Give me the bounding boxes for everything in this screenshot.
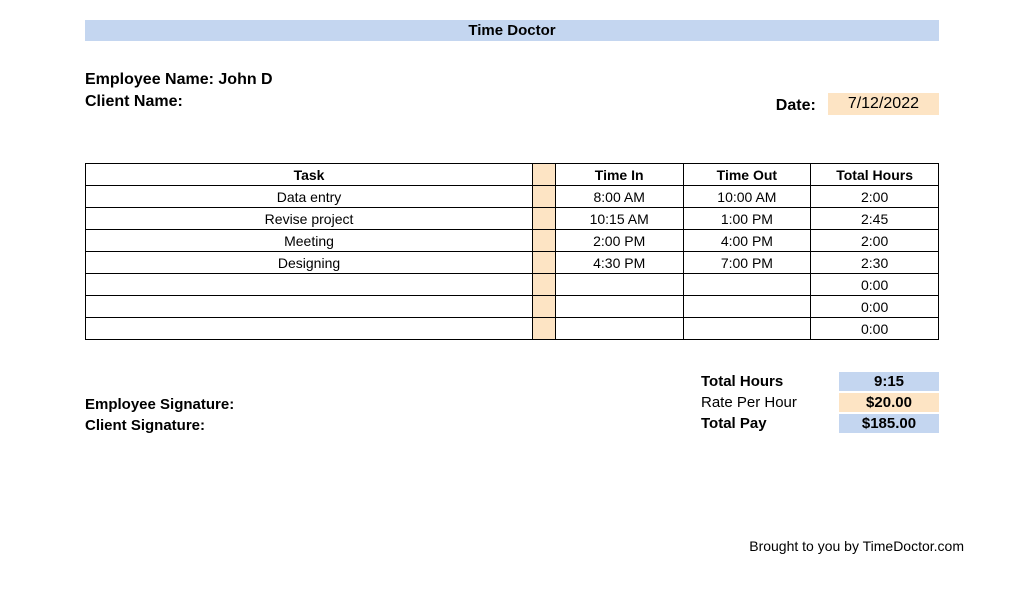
cell-time-out: [683, 296, 811, 318]
table-row: Designing 4:30 PM7:00 PM2:30: [86, 252, 939, 274]
employee-name-value: John D: [218, 71, 272, 88]
table-row: Data entry 8:00 AM10:00 AM2:00: [86, 186, 939, 208]
footer-credit: Brought to you by TimeDoctor.com: [749, 538, 964, 554]
table-row: 0:00: [86, 274, 939, 296]
cell-time-out: 4:00 PM: [683, 230, 811, 252]
footer-block: Employee Signature: Client Signature: To…: [85, 372, 939, 438]
employee-name-line: Employee Name: John D: [85, 71, 273, 89]
cell-total: 2:30: [811, 252, 939, 274]
col-separator: [533, 164, 556, 186]
cell-total: 0:00: [811, 296, 939, 318]
col-total-hours: Total Hours: [811, 164, 939, 186]
cell-time-out: [683, 274, 811, 296]
cell-separator: [533, 230, 556, 252]
cell-total: 0:00: [811, 274, 939, 296]
cell-total: 0:00: [811, 318, 939, 340]
cell-separator: [533, 296, 556, 318]
cell-time-out: 7:00 PM: [683, 252, 811, 274]
cell-separator: [533, 252, 556, 274]
cell-task: [86, 296, 533, 318]
timesheet-table: Task Time In Time Out Total Hours Data e…: [85, 163, 939, 340]
rate-per-hour-value: $20.00: [839, 393, 939, 412]
total-pay-value: $185.00: [839, 414, 939, 433]
rate-per-hour-label: Rate Per Hour: [701, 394, 821, 411]
cell-separator: [533, 318, 556, 340]
col-time-in: Time In: [555, 164, 683, 186]
date-label: Date:: [776, 97, 816, 115]
cell-task: [86, 274, 533, 296]
total-pay-label: Total Pay: [701, 415, 821, 432]
cell-time-out: 1:00 PM: [683, 208, 811, 230]
cell-task: Meeting: [86, 230, 533, 252]
cell-time-in: 4:30 PM: [555, 252, 683, 274]
client-name-line: Client Name:: [85, 93, 273, 111]
cell-total: 2:45: [811, 208, 939, 230]
cell-task: Data entry: [86, 186, 533, 208]
employee-signature-label: Employee Signature:: [85, 396, 234, 413]
header-block: Employee Name: John D Client Name: Date:…: [85, 71, 939, 115]
cell-time-in: [555, 318, 683, 340]
table-row: 0:00: [86, 296, 939, 318]
client-signature-label: Client Signature:: [85, 417, 234, 434]
cell-time-out: [683, 318, 811, 340]
cell-task: [86, 318, 533, 340]
total-hours-label: Total Hours: [701, 373, 821, 390]
col-task: Task: [86, 164, 533, 186]
employee-name-label: Employee Name:: [85, 71, 214, 88]
cell-time-in: 2:00 PM: [555, 230, 683, 252]
cell-separator: [533, 186, 556, 208]
date-value: 7/12/2022: [828, 93, 939, 115]
table-row: Meeting 2:00 PM4:00 PM2:00: [86, 230, 939, 252]
table-row: 0:00: [86, 318, 939, 340]
cell-time-in: 8:00 AM: [555, 186, 683, 208]
cell-time-out: 10:00 AM: [683, 186, 811, 208]
cell-total: 2:00: [811, 230, 939, 252]
cell-time-in: 10:15 AM: [555, 208, 683, 230]
app-banner: Time Doctor: [85, 20, 939, 41]
cell-time-in: [555, 274, 683, 296]
cell-total: 2:00: [811, 186, 939, 208]
cell-task: Revise project: [86, 208, 533, 230]
client-name-label: Client Name:: [85, 93, 183, 110]
cell-task: Designing: [86, 252, 533, 274]
cell-separator: [533, 274, 556, 296]
table-header-row: Task Time In Time Out Total Hours: [86, 164, 939, 186]
total-hours-value: 9:15: [839, 372, 939, 391]
cell-time-in: [555, 296, 683, 318]
table-row: Revise project 10:15 AM1:00 PM2:45: [86, 208, 939, 230]
cell-separator: [533, 208, 556, 230]
col-time-out: Time Out: [683, 164, 811, 186]
